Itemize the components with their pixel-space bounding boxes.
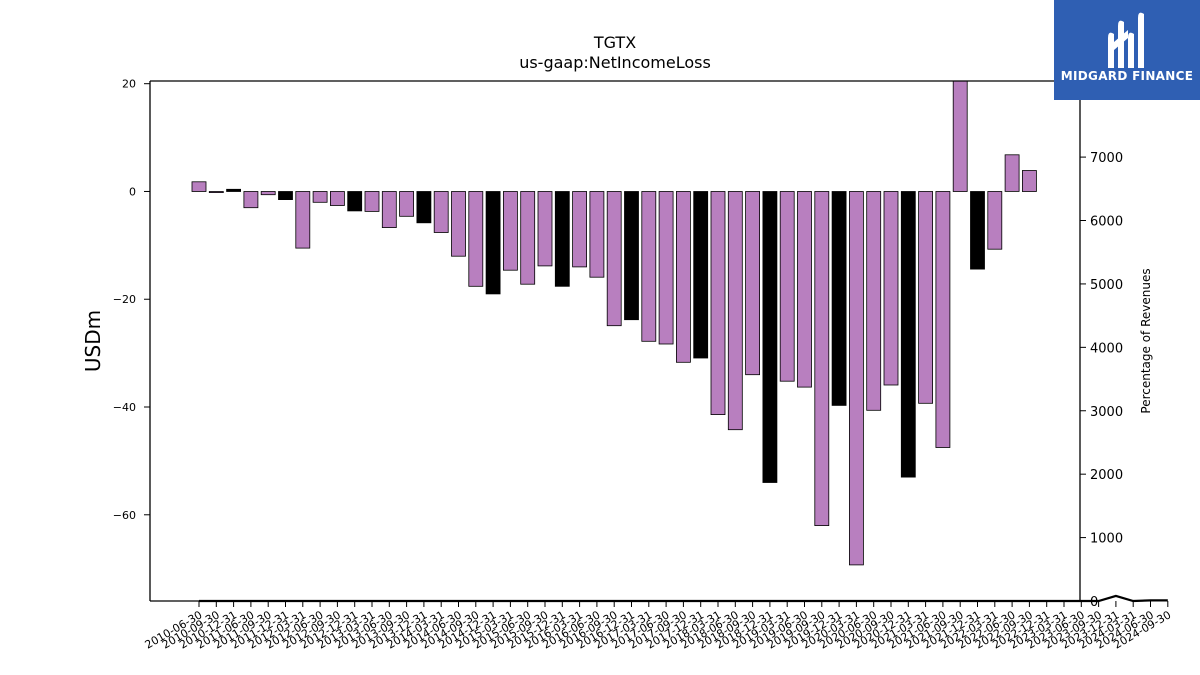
percentage-of-revenues-line — [199, 594, 1168, 603]
bar-2017-06-30 — [658, 191, 674, 345]
y2-tick-label-7000: 7000 — [1090, 151, 1123, 166]
bar-2015-03-31 — [502, 191, 518, 271]
bar-2018-06-30 — [727, 191, 743, 431]
bar-2021-03-31 — [918, 191, 933, 404]
bar-2019-06-30 — [797, 191, 812, 388]
y-tick-label-20: 20 — [122, 78, 136, 91]
bar-2020-09-30 — [883, 191, 899, 386]
y2-tick-label-2000: 2000 — [1090, 468, 1123, 483]
bar-2011-06-30 — [243, 191, 259, 209]
bar-2021-12-31 — [970, 191, 985, 270]
bar-2010-06-30 — [191, 181, 207, 192]
bar-2012-12-31 — [347, 191, 363, 212]
bar-2022-03-31 — [987, 191, 1003, 250]
bar-2021-06-30 — [935, 191, 951, 448]
bar-2015-06-30 — [520, 191, 536, 285]
bar-2015-09-30 — [537, 191, 553, 267]
bar-2018-09-30 — [745, 191, 760, 376]
bar-2013-12-31 — [416, 191, 432, 224]
y2-tick-label-4000: 4000 — [1090, 341, 1123, 356]
bar-2019-12-31 — [831, 191, 847, 406]
bar-2014-09-30 — [468, 191, 484, 287]
bar-2014-12-31 — [485, 191, 501, 295]
brand-name: MIDGARD FINANCE — [1060, 69, 1194, 83]
bar-2014-06-30 — [451, 191, 466, 257]
bar-2013-03-31 — [364, 191, 380, 212]
chart-title: TGTX — [593, 33, 636, 52]
bar-2019-09-30 — [814, 191, 830, 527]
y2-tick-label-3000: 3000 — [1090, 405, 1123, 420]
y2-axis-label: Percentage of Revenues — [1139, 268, 1153, 413]
bar-2015-12-31 — [554, 191, 570, 287]
bar-2022-06-30 — [1004, 154, 1020, 192]
bar-2014-03-31 — [433, 191, 449, 233]
bar-2020-12-31 — [900, 191, 916, 478]
bar-2010-12-31 — [226, 188, 242, 192]
bar-2018-12-31 — [762, 191, 778, 483]
bar-2020-03-31 — [849, 191, 864, 566]
y2-tick-label-1000: 1000 — [1090, 532, 1123, 547]
bar-2013-09-30 — [399, 191, 415, 217]
bar-2017-03-31 — [641, 191, 657, 342]
bar-2012-06-30 — [312, 191, 328, 203]
bar-2019-03-31 — [779, 191, 795, 382]
y2-tick-label-0: 0 — [1090, 595, 1098, 610]
bar-2021-09-30 — [952, 80, 968, 192]
y-axis-label: USDm — [81, 310, 105, 372]
bar-2017-09-30 — [676, 191, 691, 363]
y2-tick-label-5000: 5000 — [1090, 278, 1123, 293]
midgard-m-logo-icon — [1108, 12, 1144, 69]
bar-2022-09-30 — [1022, 170, 1037, 192]
bar-2016-03-31 — [572, 191, 587, 268]
bar-2012-03-31 — [295, 191, 311, 249]
bar-2016-06-30 — [589, 191, 605, 278]
brand-logo: MIDGARD FINANCE — [1054, 0, 1200, 100]
y-tick-label-0: 0 — [129, 185, 136, 198]
bar-2012-09-30 — [329, 191, 345, 206]
bar-2016-12-31 — [624, 191, 639, 321]
y-tick-label--40: −40 — [113, 401, 136, 414]
bar-2011-09-30 — [260, 191, 276, 196]
y-tick-label--60: −60 — [113, 509, 136, 522]
bar-2017-12-31 — [693, 191, 709, 359]
y2-tick-label-6000: 6000 — [1090, 215, 1123, 230]
bar-2020-06-30 — [866, 191, 882, 411]
bar-2018-03-31 — [710, 191, 726, 416]
chart-subtitle: us-gaap:NetIncomeLoss — [519, 53, 711, 72]
bar-2013-06-30 — [381, 191, 397, 228]
y-tick-label--20: −20 — [113, 293, 136, 306]
bar-2016-09-30 — [606, 191, 622, 327]
bar-2011-12-31 — [278, 191, 293, 201]
bar-2010-09-30 — [208, 191, 224, 194]
